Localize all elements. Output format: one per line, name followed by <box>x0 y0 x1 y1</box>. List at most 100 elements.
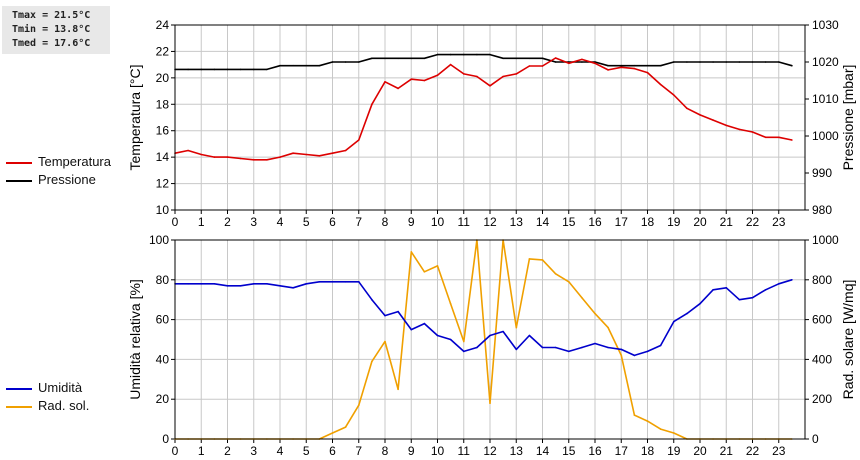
bottom-point-humidity-38 <box>673 320 675 323</box>
top-x-tick-label-6: 6 <box>329 215 336 229</box>
top-plot-frame <box>174 24 806 211</box>
top-y2-tick-label-990: 990 <box>812 166 832 180</box>
top-x-tick-label-22: 22 <box>746 215 760 229</box>
top-point-temperature-29 <box>554 57 557 59</box>
top-y2-tick-label-1030: 1030 <box>812 18 839 32</box>
top-y2-tick-label-1010: 1010 <box>812 92 839 106</box>
bottom-y2-tick-label-600: 600 <box>812 313 832 327</box>
bottom-point-solar-28 <box>541 259 544 261</box>
bottom-point-humidity-35 <box>633 354 636 357</box>
top-point-pressure-44 <box>751 61 754 63</box>
top-point-pressure-13 <box>344 61 347 63</box>
top-x-tick-label-16: 16 <box>588 215 602 229</box>
top-x-tick-label-5: 5 <box>303 215 310 229</box>
bottom-point-humidity-5 <box>239 285 242 287</box>
bottom-y2-axis-label: Rad. solare [W/mq] <box>840 280 856 400</box>
top-point-pressure-37 <box>659 64 662 67</box>
top-x-tick-label-20: 20 <box>693 215 707 229</box>
legend-label-solar: Rad. sol. <box>38 398 90 413</box>
top-y-axis-label: Temperatura [°C] <box>127 65 143 171</box>
bottom-point-humidity-37 <box>659 344 662 347</box>
bottom-y2-tick-label-200: 200 <box>812 392 832 406</box>
top-point-pressure-24 <box>489 53 491 56</box>
bottom-point-solar-17 <box>397 388 399 391</box>
top-y-tick-label-18: 18 <box>156 97 170 111</box>
top-point-pressure-14 <box>358 61 360 63</box>
bottom-x-tick-label-22: 22 <box>746 444 760 458</box>
bottom-point-humidity-44 <box>751 296 754 299</box>
bottom-point-humidity-28 <box>541 346 544 349</box>
bottom-point-humidity-27 <box>528 334 531 337</box>
bottom-point-humidity-36 <box>646 350 649 353</box>
bottom-point-solar-24 <box>489 402 491 405</box>
bottom-point-humidity-6 <box>253 283 255 285</box>
bottom-y-tick-label-40: 40 <box>156 352 170 366</box>
top-point-temperature-44 <box>751 131 754 133</box>
top-point-temperature-13 <box>344 149 347 152</box>
bottom-point-humidity-14 <box>358 281 360 283</box>
top-point-temperature-31 <box>581 58 583 61</box>
stats-box: Tmax = 21.5°C Tmin = 13.8°C Tmed = 17.6°… <box>2 6 110 54</box>
bottom-x-tick-label-19: 19 <box>667 444 681 458</box>
bottom-point-humidity-2 <box>200 283 203 285</box>
top-point-temperature-2 <box>200 153 203 156</box>
top-point-temperature-35 <box>633 67 636 70</box>
top-point-temperature-45 <box>764 136 767 139</box>
top-point-pressure-42 <box>725 61 728 63</box>
top-point-pressure-19 <box>423 57 426 60</box>
bottom-point-humidity-46 <box>778 283 780 285</box>
top-point-temperature-46 <box>778 136 780 139</box>
top-point-pressure-31 <box>581 61 583 63</box>
top-x-tick-label-19: 19 <box>667 215 681 229</box>
top-point-temperature-3 <box>213 156 216 158</box>
top-point-temperature-22 <box>463 73 465 75</box>
top-point-pressure-46 <box>778 61 780 63</box>
top-point-temperature-47 <box>791 139 793 141</box>
bottom-x-tick-label-2: 2 <box>224 444 231 458</box>
top-point-temperature-8 <box>279 156 281 158</box>
bottom-point-humidity-31 <box>581 346 583 349</box>
bottom-point-solar-31 <box>581 296 583 299</box>
top-x-tick-label-18: 18 <box>641 215 655 229</box>
top-point-pressure-5 <box>239 68 242 71</box>
bottom-point-humidity-12 <box>331 281 334 283</box>
top-point-pressure-15 <box>371 57 373 60</box>
bottom-point-humidity-39 <box>686 312 688 315</box>
top-point-pressure-36 <box>646 64 649 67</box>
tmax-text: Tmax = 21.5°C <box>12 10 91 21</box>
top-x-tick-label-2: 2 <box>224 215 231 229</box>
bottom-y-tick-label-20: 20 <box>156 392 170 406</box>
bottom-point-humidity-8 <box>279 285 281 287</box>
top-point-temperature-23 <box>476 75 478 78</box>
bottom-y-tick-label-80: 80 <box>156 273 170 287</box>
top-point-temperature-33 <box>607 69 609 71</box>
bottom-point-solar-27 <box>528 258 531 260</box>
top-x-tick-label-10: 10 <box>431 215 445 229</box>
bottom-x-tick-label-10: 10 <box>431 444 445 458</box>
bottom-point-solar-38 <box>673 432 675 434</box>
bottom-point-humidity-45 <box>764 289 767 291</box>
bottom-y2-tick-label-800: 800 <box>812 273 832 287</box>
legend-label-pressure: Pressione <box>38 172 96 187</box>
top-point-pressure-8 <box>279 64 281 67</box>
top-point-pressure-4 <box>226 68 229 71</box>
top-x-tick-label-9: 9 <box>408 215 415 229</box>
bottom-point-humidity-16 <box>384 314 386 317</box>
top-point-pressure-23 <box>476 53 478 56</box>
tmed-text: Tmed = 17.6°C <box>12 38 91 49</box>
top-point-pressure-6 <box>253 68 255 71</box>
top-x-tick-label-23: 23 <box>772 215 786 229</box>
bottom-x-tick-label-12: 12 <box>483 444 497 458</box>
bottom-point-solar-36 <box>646 420 649 422</box>
bottom-point-solar-29 <box>554 273 557 275</box>
bottom-point-humidity-41 <box>712 289 714 291</box>
top-point-temperature-15 <box>371 103 373 106</box>
top-point-pressure-28 <box>541 57 544 60</box>
bottom-y-axis-label: Umidità relativa [%] <box>127 279 143 400</box>
bottom-point-humidity-24 <box>489 334 491 337</box>
top-point-temperature-43 <box>738 128 741 131</box>
bottom-point-humidity-22 <box>463 350 465 353</box>
bottom-point-solar-26 <box>515 326 518 329</box>
top-point-temperature-38 <box>673 94 675 96</box>
bottom-x-tick-label-21: 21 <box>720 444 734 458</box>
